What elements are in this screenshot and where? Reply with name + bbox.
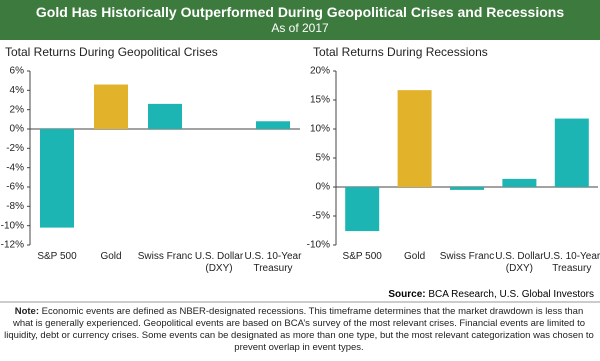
bar [345,187,380,232]
y-tick-label: 0% [316,182,331,193]
y-tick-label: 0% [10,124,25,135]
y-tick-label: 10% [310,124,330,135]
y-tick-label: 4% [10,85,25,96]
note: Note: Economic events are defined as NBE… [4,306,594,354]
bar [554,118,589,187]
bar [502,178,537,187]
note-text: Economic events are defined as NBER-desi… [4,306,594,353]
y-tick-label: 20% [310,66,330,77]
y-tick-label: -12% [1,240,24,251]
source-label: Source: [388,289,426,300]
y-tick-label: -5% [312,211,330,222]
bar [256,121,290,129]
y-tick-label: -10% [307,240,330,251]
y-tick-label: -8% [6,201,24,212]
bar [94,84,128,129]
y-tick-label: -4% [6,162,24,173]
y-tick-label: 6% [10,66,25,77]
header: Gold Has Historically Outperformed Durin… [0,0,600,40]
note-label: Note: [14,306,40,317]
x-tick-label: U.S. 10-Year Treasury [244,251,302,274]
source-text: BCA Research, U.S. Global Investors [428,289,594,300]
y-tick-label: -6% [6,182,24,193]
bar [40,129,74,228]
x-tick-label: S&P 500 [37,251,77,262]
title: Gold Has Historically Outperformed Durin… [35,4,565,20]
y-tick-label: 2% [10,104,25,115]
bar [450,187,484,190]
x-tick-label: Gold [404,251,426,262]
subtitle: As of 2017 [271,21,329,35]
bar [148,103,182,129]
y-tick-label: -2% [6,143,24,154]
chart-title: Total Returns During Recessions [313,45,488,59]
x-tick-label: Gold [100,251,122,262]
x-tick-label: U.S. 10-Year Treasury [543,251,600,274]
chart-title: Total Returns During Geopolitical Crises [5,45,218,59]
x-tick-label: S&P 500 [342,251,382,262]
y-tick-label: -10% [1,220,24,231]
x-tick-label: U.S. Dollar (DXY) [495,251,544,274]
y-tick-label: 15% [310,95,330,106]
x-tick-label: Swiss Franc [439,251,495,262]
x-tick-label: U.S. Dollar (DXY) [194,251,244,274]
y-tick-label: 5% [316,153,331,164]
source: Source: BCA Research, U.S. Global Invest… [388,289,594,300]
x-tick-label: Swiss Franc [137,251,193,262]
bar [397,90,432,187]
